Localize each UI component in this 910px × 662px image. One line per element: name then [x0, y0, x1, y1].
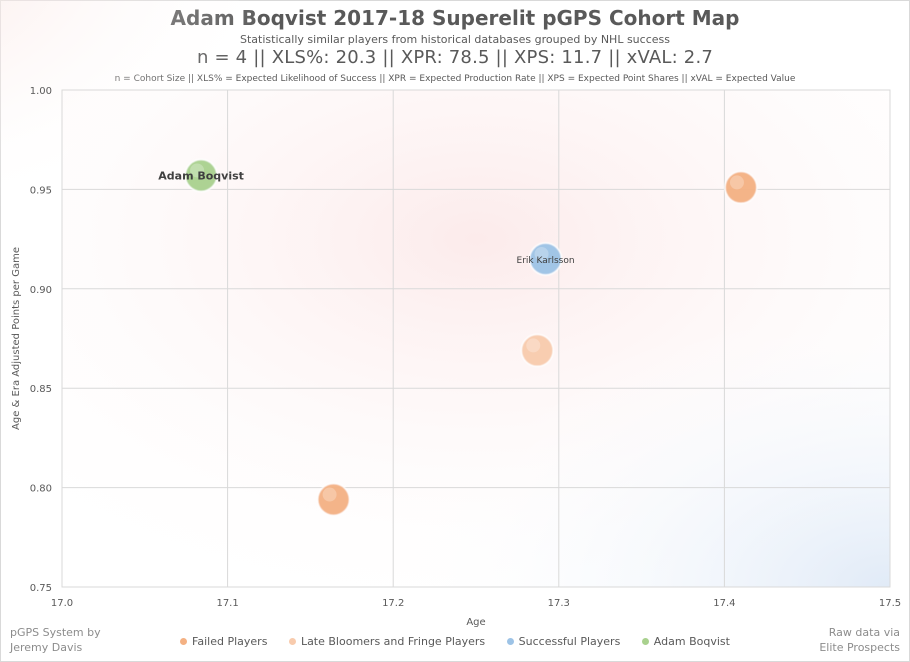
point-highlight	[526, 338, 541, 353]
y-axis-label: Age & Era Adjusted Points per Game	[11, 247, 22, 430]
x-axis-label: Age	[466, 617, 485, 628]
chart-subtitle: Statistically similar players from histo…	[240, 33, 670, 46]
legend-label: Late Bloomers and Fringe Players	[300, 635, 486, 648]
footer-credit: pGPS System by Jeremy Davis	[10, 625, 101, 655]
data-points	[184, 158, 758, 517]
x-tick-label: 17.3	[548, 598, 570, 609]
legend-label: Failed Players	[192, 635, 268, 648]
tick-labels: 17.0 17.1 17.2 17.3 17.4 17.5 0.75 0.80 0.85 0.90…	[30, 86, 901, 609]
legend-label: Successful Players	[518, 635, 621, 648]
plot-border	[61, 89, 891, 588]
credit-line-2: Jeremy Davis	[10, 641, 83, 654]
stats-definitions: n = Cohort Size || XLS% = Expected Likel…	[114, 74, 796, 84]
y-tick-label: 1.00	[30, 86, 52, 97]
x-tick-label: 17.5	[879, 598, 901, 609]
cohort-stats: n = 4 || XLS%: 20.3 || XPR: 78.5 || XPS:…	[196, 47, 714, 68]
point-labels: Erik Karlsson Adam Boqvist	[158, 169, 574, 265]
scatter-point	[184, 158, 218, 193]
legend-late-bloomers: Late Bloomers and Fringe Players	[288, 635, 486, 648]
x-tick-label: 17.1	[216, 598, 238, 609]
plot-wash-green	[0, 0, 292, 230]
x-tick-label: 17.0	[51, 598, 73, 609]
source-line-1: Raw data via	[828, 626, 900, 639]
x-tick-label: 17.2	[382, 598, 404, 609]
scatter-point	[724, 170, 758, 205]
credit-line-1: pGPS System by	[10, 626, 101, 639]
point-highlight	[190, 163, 205, 178]
y-tick-label: 0.80	[30, 484, 52, 495]
scatter-point	[316, 482, 351, 517]
footer-source: Raw data via Elite Prospects	[819, 625, 900, 655]
legend-marker	[180, 638, 188, 645]
chart-legend: Failed Players Late Bloomers and Fringe …	[0, 635, 910, 648]
scatter-point	[528, 242, 563, 276]
legend-subject: Adam Boqvist	[641, 635, 730, 648]
legend-marker	[641, 638, 649, 645]
point-label: Adam Boqvist	[158, 169, 244, 182]
x-tick-label: 17.4	[713, 598, 735, 609]
y-tick-label: 0.75	[30, 583, 52, 594]
y-tick-label: 0.85	[30, 384, 52, 395]
plot-background	[0, 0, 890, 587]
scatter-point	[520, 333, 555, 368]
legend-failed: Failed Players	[180, 635, 267, 648]
source-line-2: Elite Prospects	[819, 641, 900, 654]
point-highlight	[534, 246, 549, 261]
point-label: Erik Karlsson	[517, 256, 575, 266]
legend-marker	[506, 638, 514, 645]
grid-lines	[61, 89, 891, 588]
y-tick-label: 0.90	[30, 285, 52, 296]
legend-label: Adam Boqvist	[653, 635, 730, 648]
point-highlight	[322, 487, 337, 502]
legend-successful: Successful Players	[506, 635, 621, 648]
y-tick-label: 0.95	[30, 185, 52, 196]
legend-marker	[288, 638, 296, 645]
point-highlight	[729, 175, 744, 190]
